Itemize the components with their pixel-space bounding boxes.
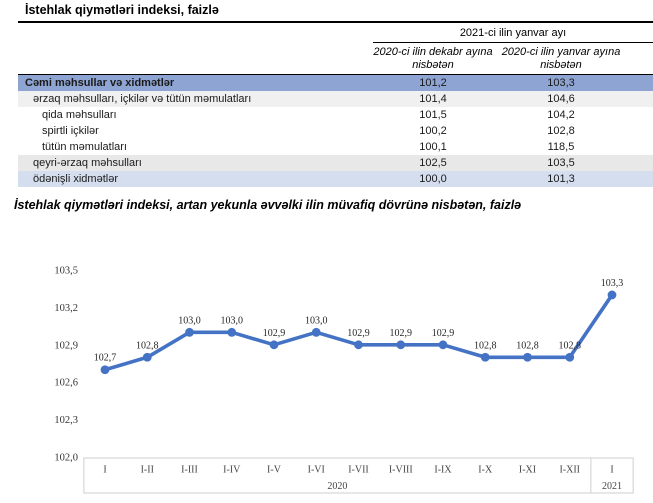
x-axis-box	[83, 457, 634, 494]
x-axis-tick-label: I-VIII	[389, 465, 413, 476]
cpi-line-chart: 103,5 103,2 102,9 102,6 102,3 102,0 I I-II I-III…	[54, 266, 634, 494]
row-value-vs-january: 103,3	[547, 76, 575, 89]
data-point-marker	[607, 290, 617, 300]
row-value-vs-january: 104,6	[547, 92, 575, 105]
data-point-marker	[565, 352, 575, 362]
row-value-vs-december: 100,2	[419, 124, 447, 137]
subheader-empty-cell	[18, 42, 373, 75]
table-row: ərzaq məhsulları, içkilər və tütün məmul…	[18, 90, 653, 107]
row-label: Cəmi məhsullar və xidmətlər	[25, 76, 175, 89]
data-point-label: 102,9	[390, 328, 413, 339]
data-point-label: 102,7	[94, 353, 117, 364]
y-axis-tick-label: 102,0	[54, 453, 78, 464]
y-axis-tick-label: 102,9	[54, 340, 78, 351]
row-value-vs-december: 100,1	[419, 140, 447, 153]
header-empty-cell	[18, 22, 373, 43]
row-value-vs-december: 100,0	[419, 172, 447, 185]
x-axis-tick-label: I-VI	[308, 465, 325, 476]
table-header-period-row: 2021-ci ilin yanvar ayı	[18, 22, 653, 43]
cpi-table: 2021-ci ilin yanvar ayı 2020-ci ilin dek…	[18, 21, 653, 187]
row-label: qeyri-ərzaq məhsulları	[33, 156, 142, 169]
x-axis-tick-label: I-III	[181, 465, 198, 476]
table-subheader-row: 2020-ci ilin dekabr ayına nisbətən 2020-…	[18, 42, 653, 75]
year-label-2021: 2021	[602, 481, 622, 492]
table-body: Cəmi məhsullar və xidmətlər 101,2 103,3 ərz…	[18, 74, 653, 187]
chart-title: İstehlak qiymətləri indeksi, artan yekun…	[14, 198, 522, 212]
table-row: tütün məmulatları 100,1 118,5	[18, 138, 653, 155]
table-subheader-col1: 2020-ci ilin dekabr ayına nisbətən	[373, 42, 493, 75]
table-subheader-col2: 2020-ci ilin yanvar ayına nisbətən	[493, 42, 653, 75]
row-label: ödənişli xidmətlər	[33, 172, 118, 185]
data-point-label: 103,0	[221, 315, 244, 326]
x-axis-tick-label: I-IV	[223, 465, 241, 476]
y-axis-tick-label: 103,2	[54, 303, 78, 314]
year-label-2020: 2020	[327, 481, 347, 492]
data-point-marker	[227, 327, 237, 337]
row-label: ərzaq məhsulları, içkilər və tütün məmul…	[33, 92, 252, 105]
x-axis-tick-label: I-X	[478, 465, 493, 476]
y-axis-tick-label: 102,3	[54, 415, 78, 426]
data-point-label: 103,0	[305, 315, 328, 326]
row-label: spirtli içkilər	[42, 124, 99, 137]
row-label: tütün məmulatları	[42, 140, 127, 153]
data-point-label: 102,8	[559, 340, 582, 351]
data-point-marker	[311, 327, 321, 337]
data-point-marker	[142, 352, 152, 362]
x-axis-tick-label: I-VII	[348, 465, 369, 476]
x-axis-tick-label: I-IX	[434, 465, 452, 476]
data-point-marker	[396, 340, 406, 350]
x-axis-tick-label: I-V	[267, 465, 282, 476]
row-value-vs-december: 102,5	[419, 156, 447, 169]
table-row: spirtli içkilər 100,2 102,8	[18, 122, 653, 139]
data-point-label: 102,9	[263, 328, 286, 339]
data-point-label: 103,3	[601, 278, 624, 289]
x-axis-tick-label: I	[103, 465, 106, 476]
data-point-marker	[480, 352, 490, 362]
table-row: Cəmi məhsullar və xidmətlər 101,2 103,3	[18, 74, 653, 91]
data-point-marker	[185, 327, 194, 337]
row-value-vs-january: 104,2	[547, 108, 575, 121]
table-header-period: 2021-ci ilin yanvar ayı	[373, 22, 653, 43]
table-row: qeyri-ərzaq məhsulları 102,5 103,5	[18, 154, 653, 171]
data-point-label: 102,8	[516, 340, 539, 351]
x-axis-tick-label: I-XI	[519, 465, 536, 476]
x-axis-tick-label: I	[610, 465, 613, 476]
data-point-marker	[269, 340, 279, 350]
row-value-vs-january: 103,5	[547, 156, 575, 169]
table-title: İstehlak qiymətləri indeksi, faizlə	[25, 3, 219, 17]
data-point-marker	[438, 340, 448, 350]
data-point-label: 102,8	[136, 340, 159, 351]
data-point-label: 102,8	[474, 340, 497, 351]
table-row: ödənişli xidmətlər 100,0 101,3	[18, 170, 653, 187]
data-point-label: 102,9	[432, 328, 455, 339]
y-axis-tick-label: 102,6	[54, 378, 78, 389]
x-axis-tick-label: I-XII	[559, 465, 580, 476]
data-point-marker	[100, 365, 110, 375]
data-point-marker	[354, 340, 363, 350]
row-label: qida məhsulları	[42, 108, 117, 121]
row-value-vs-december: 101,4	[419, 92, 447, 105]
row-value-vs-january: 102,8	[547, 124, 575, 137]
row-value-vs-january: 101,3	[547, 172, 575, 185]
data-point-label: 103,0	[178, 315, 201, 326]
row-value-vs-december: 101,5	[419, 108, 447, 121]
data-point-label: 102,9	[347, 328, 370, 339]
table-row: qida məhsulları 101,5 104,2	[18, 106, 653, 123]
data-point-marker	[523, 352, 532, 362]
row-value-vs-december: 101,2	[419, 76, 447, 89]
y-axis-tick-label: 103,5	[54, 266, 78, 277]
x-axis-tick-label: I-II	[141, 465, 154, 476]
row-value-vs-january: 118,5	[547, 140, 575, 153]
